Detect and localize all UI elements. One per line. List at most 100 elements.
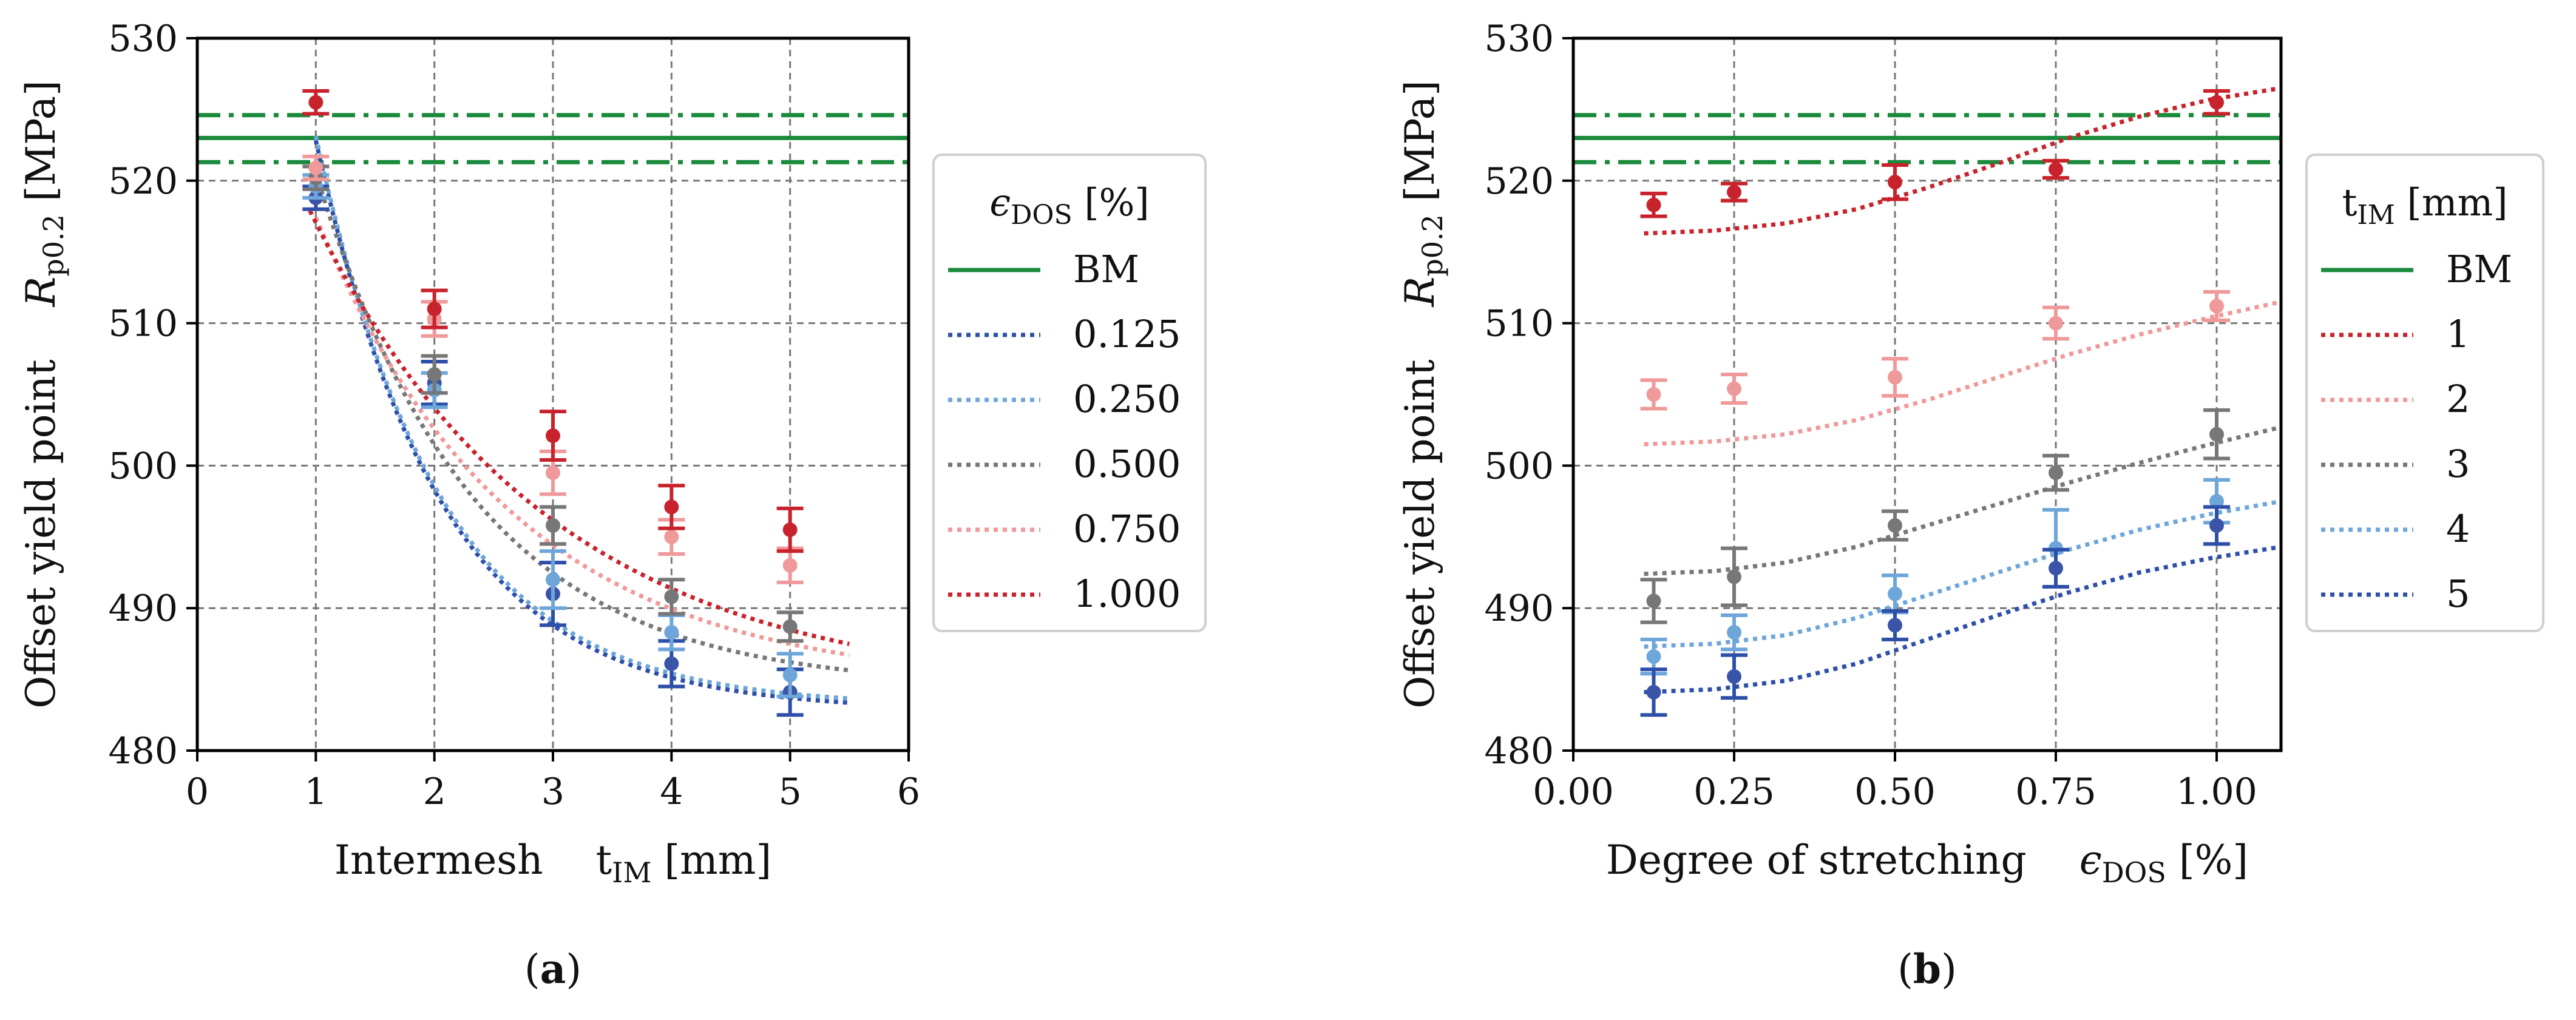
data-point xyxy=(1888,586,1902,601)
data-point xyxy=(782,619,798,634)
data-point xyxy=(664,656,679,671)
data-point xyxy=(2209,518,2224,533)
legend-entry-label: 1 xyxy=(2446,312,2470,356)
fit-curve-2 xyxy=(1644,299,2281,447)
data-point xyxy=(1727,669,1741,684)
data-point xyxy=(664,589,679,604)
panel-b: 0.00 0.25 0.50 0.75 1.00 480 490 500 510 520 530 De… xyxy=(1397,18,2544,993)
data-point xyxy=(2209,95,2224,110)
y-tick-label: 530 xyxy=(108,18,178,60)
data-point xyxy=(427,302,442,317)
fit-curve-1.000 xyxy=(308,209,850,646)
legend-entry-label: 0.250 xyxy=(1073,377,1181,421)
x-tick-label: 1 xyxy=(304,771,327,813)
data-point xyxy=(1646,684,1661,700)
legend-entry-label: 5 xyxy=(2446,572,2470,616)
data-point xyxy=(2049,561,2063,576)
y-tick-label: 480 xyxy=(108,730,178,772)
data-point xyxy=(2049,162,2063,177)
plot-area xyxy=(197,89,909,717)
legend-entry-label: 3 xyxy=(2446,442,2470,486)
data-point xyxy=(664,529,679,544)
data-point xyxy=(2209,299,2224,314)
x-tick-label: 0.75 xyxy=(2015,771,2096,813)
data-point xyxy=(1727,569,1741,584)
legend-title: ϵDOS [%] xyxy=(989,180,1149,231)
data-point xyxy=(782,522,798,538)
data-point xyxy=(664,625,679,640)
fit-curve-0.250 xyxy=(313,135,850,701)
panel-caption: (b) xyxy=(1897,945,1957,993)
y-tick-label: 490 xyxy=(108,587,178,630)
data-point xyxy=(308,160,324,175)
y-tick-label: 490 xyxy=(1484,587,1554,630)
y-tick-label: 530 xyxy=(1484,18,1554,60)
legend-entry-label: BM xyxy=(2446,247,2512,291)
panel-a: 0 1 2 3 4 5 6 480 490 500 510 520 530 Intermesh tIM [… xyxy=(18,18,1207,993)
data-point xyxy=(546,572,560,587)
y-tick-label: 500 xyxy=(1484,445,1554,487)
data-point xyxy=(2209,427,2224,442)
legend-entry-label: 0.500 xyxy=(1073,442,1181,486)
data-point xyxy=(782,667,798,683)
data-point xyxy=(1888,175,1902,190)
data-point xyxy=(308,95,324,110)
x-tick-label: 0.50 xyxy=(1854,771,1936,813)
data-point xyxy=(2049,465,2063,481)
fit-curve-0.125 xyxy=(313,140,850,705)
y-tick-label: 500 xyxy=(108,445,178,487)
data-point xyxy=(1646,387,1661,402)
x-tick-label: 0.25 xyxy=(1693,771,1775,813)
data-point xyxy=(1888,518,1902,533)
x-tick-label: 0 xyxy=(186,771,209,813)
data-point xyxy=(1646,593,1661,609)
y-tick-label: 520 xyxy=(1484,160,1554,203)
x-tick-label: 3 xyxy=(541,771,564,813)
data-point xyxy=(2049,316,2063,331)
data-point xyxy=(546,428,560,444)
x-tick-label: 4 xyxy=(660,771,683,813)
x-tick-label: 2 xyxy=(423,771,446,813)
legend-entry-label: BM xyxy=(1073,247,1139,291)
fit-curve-1 xyxy=(1644,86,2281,236)
legend: ϵDOS [%] BM 0.125 0.250 0.500 0.750 1.000 xyxy=(932,154,1207,632)
x-tick-label: 6 xyxy=(897,771,920,813)
data-point xyxy=(546,465,560,481)
legend-entry-label: 0.125 xyxy=(1073,312,1181,356)
fit-curve-5 xyxy=(1644,544,2281,695)
axes-frame xyxy=(1571,36,2283,752)
data-point xyxy=(1646,197,1661,212)
fit-curve-4 xyxy=(1644,499,2281,649)
x-tick-label: 1.00 xyxy=(2176,771,2257,813)
data-point xyxy=(1727,184,1741,200)
y-tick-label: 480 xyxy=(1484,730,1554,772)
legend-entry-label: 2 xyxy=(2446,377,2470,421)
data-point xyxy=(782,558,798,573)
x-tick-label: 5 xyxy=(779,771,802,813)
data-point xyxy=(546,518,560,533)
legend-entry-label: 4 xyxy=(2446,507,2470,551)
y-tick-label: 510 xyxy=(108,303,178,345)
x-tick-label: 0.00 xyxy=(1533,771,1614,813)
legend-entry-label: 0.750 xyxy=(1073,507,1181,551)
x-axis-label: Degree of stretching ϵDOS [%] xyxy=(1606,837,2248,889)
data-point xyxy=(1888,618,1902,633)
data-point xyxy=(427,367,442,382)
x-axis-label: Intermesh tIM [mm] xyxy=(334,837,771,889)
data-point xyxy=(664,499,679,515)
legend-entry-label: 1.000 xyxy=(1073,572,1181,616)
legend-title: tIM [mm] xyxy=(2342,180,2507,231)
fit-curve-3 xyxy=(1644,425,2281,576)
data-point xyxy=(1888,370,1902,385)
data-point xyxy=(1727,625,1741,640)
data-point xyxy=(1646,649,1661,664)
legend: tIM [mm] BM 1 2 3 4 5 xyxy=(2305,154,2544,632)
data-point xyxy=(1727,381,1741,396)
plot-area xyxy=(1573,86,2281,717)
data-point xyxy=(2209,494,2224,509)
y-axis-label: Offset yield point Rp0.2 [MPa] xyxy=(18,80,70,709)
fit-curve-0.500 xyxy=(313,172,850,673)
fit-curve-0.750 xyxy=(314,216,850,657)
y-axis-label: Offset yield point Rp0.2 [MPa] xyxy=(1397,80,1449,709)
